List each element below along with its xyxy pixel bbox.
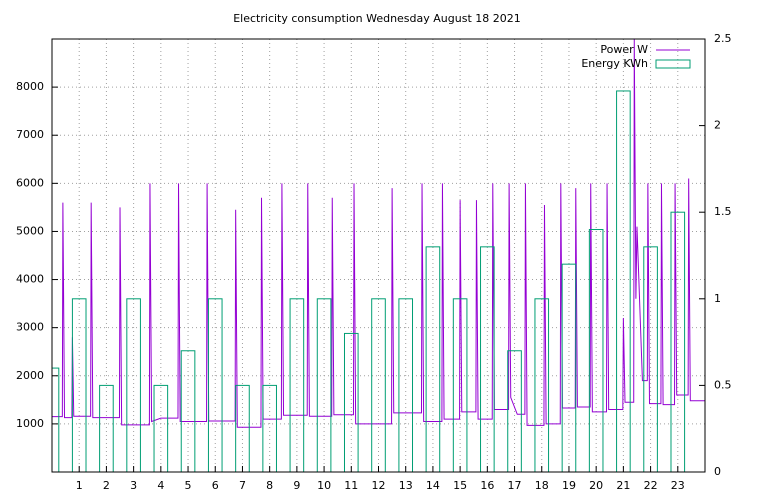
y-tick-label: 2000 <box>16 369 44 382</box>
x-tick-label: 5 <box>185 479 192 492</box>
x-tick-label: 13 <box>399 479 413 492</box>
y-tick-label: 7000 <box>16 128 44 141</box>
y-tick-label: 1000 <box>16 417 44 430</box>
y2-tick-label: 2 <box>714 119 721 132</box>
x-tick-label: 9 <box>293 479 300 492</box>
y-tick-label: 8000 <box>16 80 44 93</box>
x-tick-label: 22 <box>644 479 658 492</box>
x-tick-label: 16 <box>480 479 494 492</box>
legend-swatch <box>655 59 691 69</box>
y2-tick-label: 1.5 <box>714 205 732 218</box>
y-tick-label: 5000 <box>16 224 44 237</box>
y-tick-label: 4000 <box>16 273 44 286</box>
x-tick-label: 19 <box>562 479 576 492</box>
x-tick-label: 4 <box>157 479 164 492</box>
y2-tick-label: 2.5 <box>714 32 732 45</box>
y-tick-label: 3000 <box>16 321 44 334</box>
chart-title: Electricity consumption Wednesday August… <box>233 12 521 25</box>
x-tick-label: 12 <box>372 479 386 492</box>
x-tick-label: 18 <box>535 479 549 492</box>
x-tick-label: 1 <box>76 479 83 492</box>
x-tick-label: 20 <box>589 479 603 492</box>
x-tick-label: 8 <box>266 479 273 492</box>
legend-label: Power W <box>600 43 648 56</box>
plot-border <box>51 38 706 473</box>
y2-tick-label: 1 <box>714 292 721 305</box>
x-tick-label: 7 <box>239 479 246 492</box>
y2-tick-label: 0.5 <box>714 378 732 391</box>
y2-tick-label: 0 <box>714 465 721 478</box>
x-tick-label: 14 <box>426 479 440 492</box>
x-tick-label: 6 <box>212 479 219 492</box>
x-tick-label: 10 <box>317 479 331 492</box>
x-tick-label: 2 <box>103 479 110 492</box>
x-tick-label: 15 <box>453 479 467 492</box>
x-tick-label: 3 <box>130 479 137 492</box>
y-tick-label: 6000 <box>16 176 44 189</box>
x-tick-label: 23 <box>671 479 685 492</box>
legend-label: Energy KWh <box>581 57 648 70</box>
x-tick-label: 21 <box>616 479 630 492</box>
x-tick-label: 11 <box>344 479 358 492</box>
power-line <box>52 38 705 428</box>
x-tick-label: 17 <box>508 479 522 492</box>
